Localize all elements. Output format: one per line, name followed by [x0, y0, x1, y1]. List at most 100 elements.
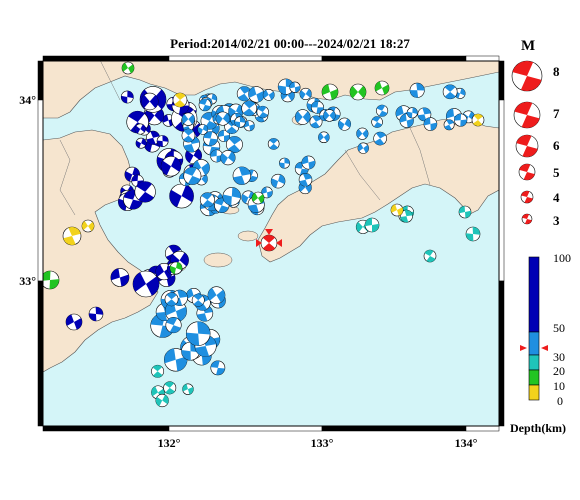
- quake-marker-102: [234, 116, 246, 128]
- quake-marker-142: [443, 119, 455, 131]
- quake-marker-178: [169, 261, 183, 275]
- quake-marker-130: [191, 293, 205, 307]
- depth-tick-100: 100: [553, 251, 571, 265]
- quake-marker-187: [132, 270, 160, 298]
- quake-marker-180: [471, 113, 485, 127]
- quake-marker-32: [120, 90, 134, 104]
- quake-marker-80: [222, 187, 241, 206]
- quake-marker-78: [261, 186, 273, 199]
- period-title: Period:2014/02/21 00:00---2024/02/21 18:…: [170, 36, 410, 51]
- mag-label-3: 3: [553, 213, 560, 228]
- quake-marker-160: [270, 173, 286, 189]
- quake-marker-64: [203, 131, 218, 146]
- quake-marker-97: [310, 100, 324, 114]
- quake-marker-83: [232, 166, 251, 185]
- quake-marker-129: [165, 317, 182, 334]
- quake-marker-185: [65, 313, 83, 331]
- depth-tick-0: 0: [557, 394, 563, 408]
- lon-tick-134: 134°: [455, 436, 478, 450]
- quake-marker-173: [374, 80, 390, 96]
- depth-tick-20: 20: [553, 364, 565, 378]
- shikoku-land: [257, 117, 499, 263]
- quake-marker-156: [323, 109, 336, 122]
- quake-marker-158: [318, 131, 330, 144]
- magnitude-legend-ball-5: [521, 213, 533, 225]
- quake-marker-66: [220, 150, 236, 166]
- quake-marker-168: [399, 209, 413, 223]
- quake-marker-30: [134, 181, 156, 203]
- quake-marker-136: [155, 393, 169, 408]
- quake-marker-21: [160, 156, 182, 177]
- magnitude-legend-ball-0: [511, 60, 543, 92]
- magnitude-legend-ball-2: [515, 134, 539, 158]
- quake-marker-11: [146, 130, 161, 145]
- quake-marker-137: [417, 107, 432, 122]
- magnitude-title: M: [521, 38, 536, 54]
- quake-marker-169: [121, 61, 135, 75]
- depth-tick-50: 50: [553, 321, 565, 335]
- quake-marker-182: [458, 205, 472, 219]
- quake-marker-77: [181, 128, 196, 143]
- magnitude-legend-ball-1: [513, 101, 541, 129]
- lon-tick-132: 132°: [158, 436, 181, 450]
- quake-marker-25: [135, 137, 147, 149]
- mag-label-7: 7: [553, 106, 560, 121]
- quake-marker-107: [215, 111, 230, 126]
- quake-marker-31: [134, 123, 146, 135]
- quake-marker-175: [62, 226, 82, 246]
- latest-quake-arrow-left: [256, 239, 262, 247]
- quake-marker-145: [442, 84, 458, 100]
- quake-marker-155: [356, 127, 369, 140]
- magnitude-legend-ball-4: [520, 190, 534, 204]
- quake-marker-133: [163, 381, 177, 395]
- quake-marker-48: [226, 136, 243, 153]
- quake-marker-19: [156, 135, 169, 147]
- earthquake-markers: [43, 61, 485, 408]
- latest-quake-marker: [260, 234, 278, 252]
- lat-tick-34: 34°: [19, 93, 36, 107]
- kyushu-land: [43, 129, 159, 373]
- quake-marker-154: [376, 104, 389, 117]
- quake-marker-134: [182, 383, 194, 395]
- quake-marker-103: [256, 105, 269, 119]
- quake-marker-13: [169, 183, 194, 209]
- lat-tick-33: 33°: [19, 274, 36, 288]
- quake-marker-171: [321, 83, 339, 101]
- quake-marker-147: [406, 107, 418, 119]
- quake-marker-149: [371, 116, 383, 128]
- quake-marker-141: [409, 82, 425, 98]
- quake-marker-35: [110, 268, 130, 287]
- magnitude-legend: [511, 60, 543, 225]
- quake-marker-70: [197, 124, 209, 135]
- depth-colorbar: [520, 256, 548, 401]
- mag-label-6: 6: [553, 138, 560, 153]
- map-frame: [37, 55, 505, 432]
- latest-quake-arrow-top: [265, 229, 273, 235]
- quake-marker-51: [210, 149, 224, 163]
- quake-marker-174: [251, 191, 265, 205]
- quake-marker-125: [185, 321, 211, 346]
- quake-marker-163: [298, 173, 313, 187]
- lon-tick-133: 133°: [311, 436, 334, 450]
- latest-quake-arrow-right: [276, 239, 282, 247]
- quake-marker-82: [199, 192, 215, 208]
- depth-tick-10: 10: [553, 379, 565, 393]
- quake-marker-106: [262, 89, 275, 101]
- quake-marker-101: [294, 109, 311, 125]
- quake-marker-177: [43, 270, 60, 290]
- quake-marker-157: [373, 131, 387, 146]
- quake-marker-135: [151, 364, 165, 378]
- quake-marker-181: [423, 249, 437, 263]
- quake-marker-183: [465, 226, 481, 242]
- mag-label-5: 5: [553, 165, 560, 180]
- quake-marker-63: [183, 166, 202, 185]
- quake-marker-92: [243, 120, 255, 132]
- quake-marker-162: [279, 157, 290, 169]
- quake-marker-120: [163, 348, 188, 372]
- depth-marker-left: [520, 345, 527, 351]
- quake-marker-184: [364, 217, 380, 233]
- quake-marker-128: [164, 292, 179, 307]
- mag-label-8: 8: [553, 64, 560, 79]
- quake-marker-100: [299, 87, 312, 100]
